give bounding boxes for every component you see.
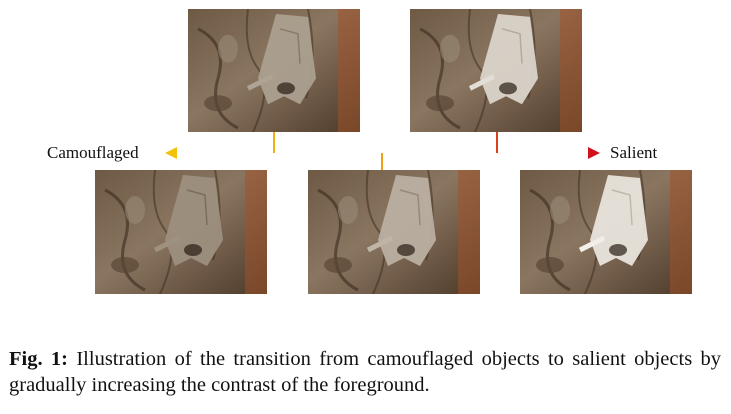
moth-photo-graphic <box>308 170 480 294</box>
moth-image-bottom-left <box>95 170 267 294</box>
camouflaged-label: Camouflaged <box>47 143 139 162</box>
contrast-arrow <box>165 132 600 170</box>
caption-head: Fig. 1: <box>9 348 69 370</box>
figure: Camouflaged Salient <box>47 9 692 294</box>
moth-photo-graphic <box>188 9 360 132</box>
moth-image-bottom-right <box>520 170 692 294</box>
moth-photo-graphic <box>95 170 267 294</box>
arrow-head-right <box>588 147 600 159</box>
moth-image-bottom-middle <box>308 170 480 294</box>
moth-photo-graphic <box>520 170 692 294</box>
arrow-head-left <box>165 147 177 159</box>
figure-caption: Fig. 1: Illustration of the transition f… <box>9 346 721 398</box>
moth-photo-graphic <box>410 9 582 132</box>
salient-label: Salient <box>610 143 658 162</box>
moth-image-top-left <box>188 9 360 132</box>
moth-image-top-right <box>410 9 582 132</box>
caption-text: Illustration of the transition from camo… <box>9 348 721 396</box>
